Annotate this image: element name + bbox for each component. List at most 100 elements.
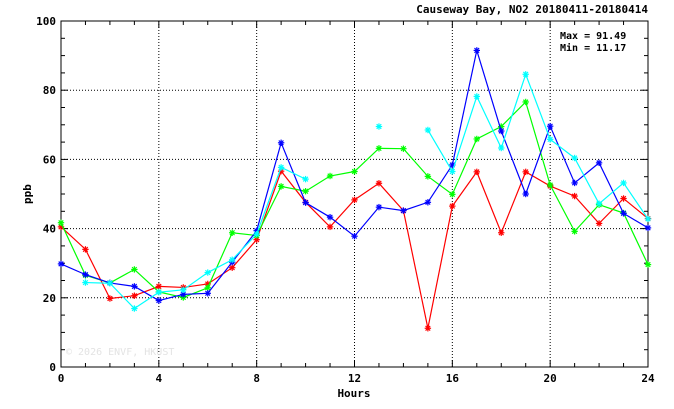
x-tick-label: 0 <box>58 372 65 385</box>
data-point <box>155 297 163 304</box>
data-point <box>351 233 358 240</box>
data-point <box>131 283 138 290</box>
data-point <box>473 47 480 54</box>
data-point <box>595 200 603 207</box>
x-axis-label: Hours <box>337 387 370 400</box>
grid-lines <box>61 21 648 367</box>
data-point <box>571 179 578 187</box>
data-point <box>473 135 480 143</box>
data-point <box>302 199 309 206</box>
data-point <box>644 224 652 232</box>
data-point <box>498 127 505 135</box>
data-point <box>302 188 309 195</box>
data-point <box>351 168 358 175</box>
data-point <box>375 180 383 187</box>
data-point <box>57 260 65 268</box>
data-point <box>131 292 138 299</box>
data-point <box>400 145 407 152</box>
data-point <box>571 154 578 162</box>
data-point <box>473 93 480 100</box>
data-point <box>351 196 358 204</box>
data-point <box>522 98 529 106</box>
data-point <box>326 172 334 180</box>
series-line <box>85 166 306 310</box>
data-point <box>131 305 138 312</box>
data-point <box>498 144 505 152</box>
axis-ticks <box>60 20 649 368</box>
series-3 <box>57 47 652 304</box>
data-point <box>522 71 529 78</box>
data-point <box>229 256 236 263</box>
data-point <box>644 261 652 268</box>
data-point <box>571 228 578 235</box>
x-tick-label: 4 <box>156 372 163 385</box>
y-tick-label: 20 <box>43 292 56 305</box>
y-tick-label: 60 <box>43 153 56 166</box>
y-tick-label: 0 <box>49 361 56 374</box>
data-point <box>449 168 456 175</box>
y-tick-label: 80 <box>43 84 56 97</box>
data-point <box>82 271 89 278</box>
data-point <box>424 325 432 332</box>
data-point <box>277 139 285 146</box>
data-point <box>253 230 260 238</box>
data-point <box>106 280 114 287</box>
min-label: Min = 11.17 <box>560 42 626 54</box>
data-point <box>546 136 554 143</box>
data-point <box>277 183 285 190</box>
x-tick-label: 16 <box>446 372 460 385</box>
data-point <box>424 199 432 206</box>
data-point <box>155 289 163 296</box>
data-point <box>204 269 211 276</box>
max-label: Max = 91.49 <box>560 31 626 42</box>
x-tick-label: 20 <box>544 372 557 385</box>
data-point <box>82 246 89 253</box>
y-tick-labels: 0 20 40 60 80 100 <box>36 15 56 374</box>
data-point <box>326 213 334 221</box>
data-point <box>424 126 432 134</box>
data-point <box>595 220 603 227</box>
data-point <box>620 195 627 202</box>
x-tick-label: 12 <box>348 372 361 385</box>
series-line <box>427 72 649 220</box>
data-point <box>180 286 187 294</box>
data-point <box>620 179 627 187</box>
data-point <box>375 123 383 130</box>
data-point <box>595 159 603 167</box>
watermark: © 2026 ENVF, HKUST <box>66 347 174 358</box>
data-point <box>155 283 163 290</box>
x-tick-label: 8 <box>253 372 260 385</box>
data-point <box>644 215 652 223</box>
data-point <box>229 264 236 271</box>
data-point <box>229 229 236 236</box>
data-point <box>400 207 407 214</box>
data-point <box>131 266 138 273</box>
data-point <box>204 284 211 291</box>
y-axis-label: ppb <box>21 184 34 204</box>
y-tick-label: 100 <box>36 15 56 28</box>
data-point <box>473 168 480 176</box>
y-tick-label: 40 <box>43 223 56 236</box>
data-point <box>498 229 505 236</box>
data-point <box>546 122 554 130</box>
data-point <box>375 145 383 152</box>
data-point <box>522 168 529 176</box>
data-point <box>620 210 627 217</box>
data-point <box>277 164 285 171</box>
data-point <box>204 290 211 297</box>
data-point <box>449 202 456 210</box>
data-point <box>375 203 383 211</box>
x-tick-label: 24 <box>641 372 655 385</box>
series-group <box>57 47 652 332</box>
data-point <box>106 295 114 302</box>
data-point <box>571 192 578 200</box>
data-point <box>449 191 456 198</box>
data-point <box>424 173 432 180</box>
chart-title: Causeway Bay, NO2 20180411-20180414 <box>416 3 648 16</box>
x-tick-labels: 0 4 8 12 16 20 24 <box>58 372 655 385</box>
data-point <box>180 291 187 298</box>
data-point <box>326 223 334 231</box>
data-point <box>546 181 554 189</box>
data-point <box>302 175 309 183</box>
